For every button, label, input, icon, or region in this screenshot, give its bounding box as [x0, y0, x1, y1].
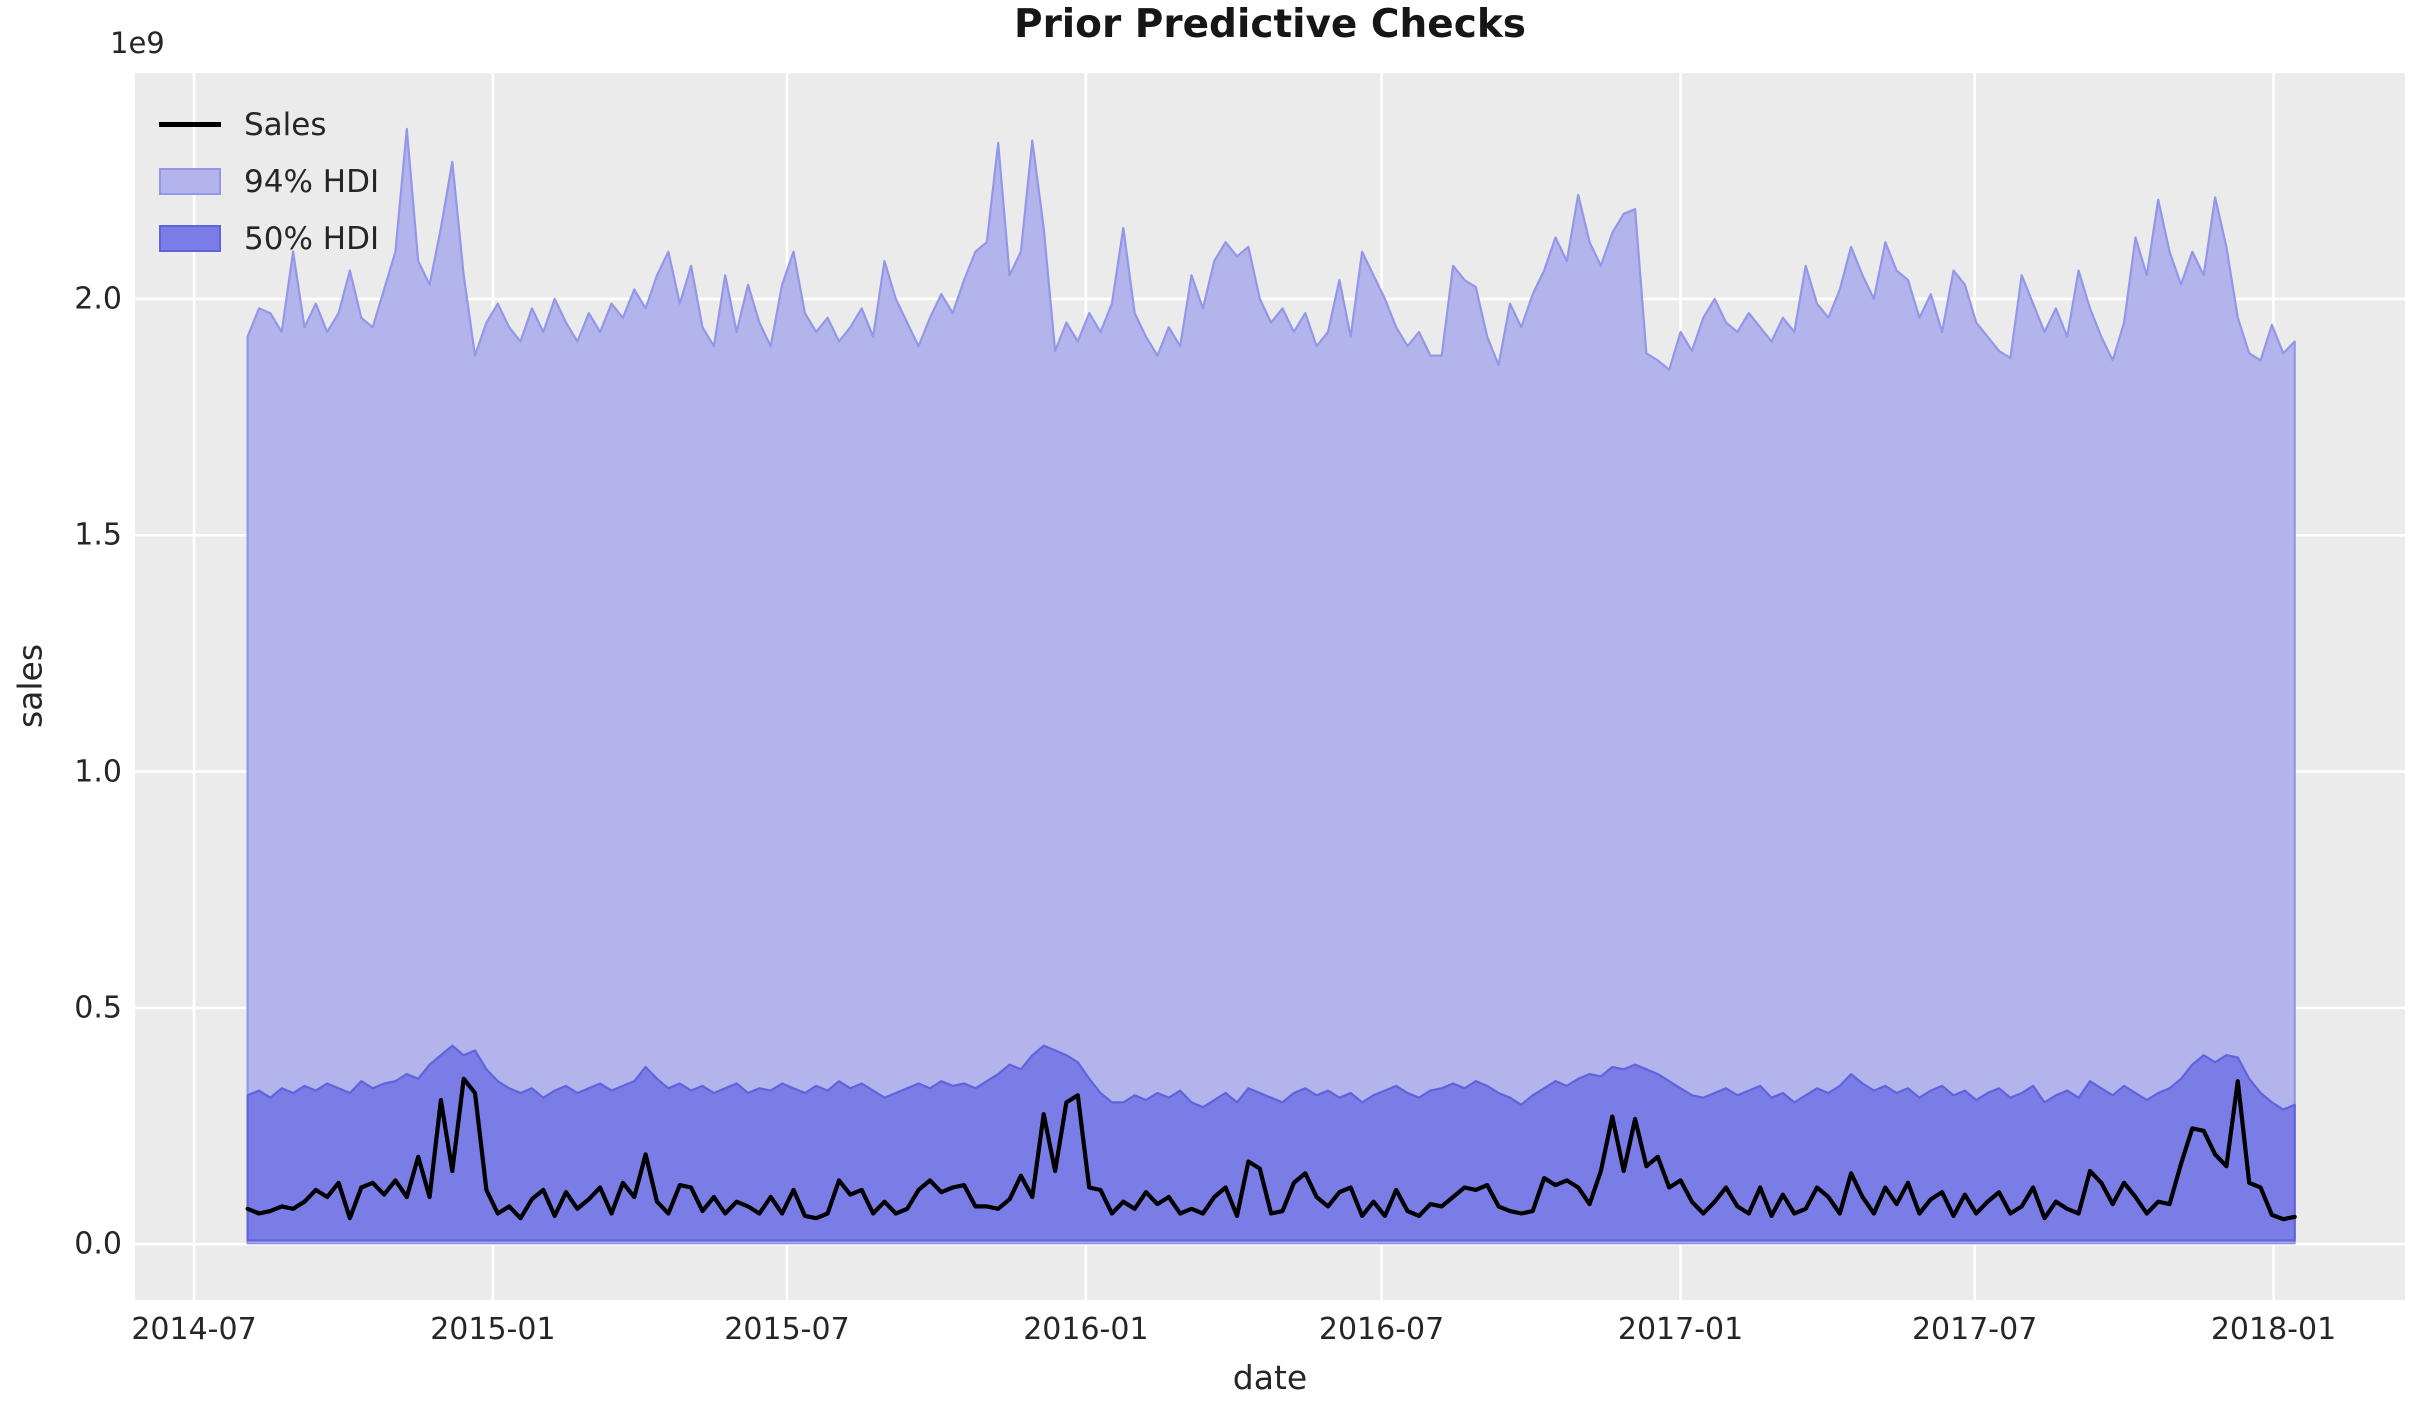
sales-line: [245, 1076, 2297, 1222]
legend-item-hdi94: 94% HDI: [158, 153, 379, 210]
legend-label-hdi50: 50% HDI: [244, 220, 380, 257]
x-tick-label: 2018-01: [2210, 1312, 2337, 1347]
y-tick-label: 0.5: [74, 990, 122, 1026]
y-tick-label: 2.0: [74, 281, 122, 317]
y-tick-label: 1.5: [74, 517, 122, 553]
x-axis-label: date: [1232, 1358, 1308, 1397]
legend-label-sales: Sales: [244, 106, 327, 143]
hdi50-band: [246, 1044, 2296, 1242]
hdi94-band: [246, 127, 2296, 1245]
x-tick-label: 2016-01: [1023, 1312, 1149, 1347]
y-tick-label: 1.0: [74, 754, 122, 790]
y-tick-label: 0.0: [74, 1226, 122, 1262]
legend: Sales 94% HDI 50% HDI: [158, 96, 379, 267]
y-axis-label: sales: [10, 643, 50, 729]
plot-area: [135, 73, 2405, 1300]
hdi50-patch-icon: [158, 225, 222, 252]
y-axis-offset-text: 1e9: [110, 26, 165, 60]
x-tick-label: 2015-07: [724, 1312, 850, 1347]
x-tick-label: 2014-07: [131, 1312, 257, 1347]
legend-item-sales: Sales: [158, 96, 379, 153]
hdi94-patch-icon: [158, 168, 222, 195]
x-tick-label: 2017-01: [1617, 1312, 1744, 1347]
legend-label-hdi94: 94% HDI: [244, 163, 380, 200]
x-tick-label: 2016-07: [1318, 1312, 1445, 1347]
plot-svg: [135, 73, 2405, 1300]
x-tick-label: 2015-01: [430, 1312, 556, 1347]
chart-title: Prior Predictive Checks: [1013, 2, 1527, 47]
x-tick-label: 2017-07: [1911, 1312, 2038, 1347]
legend-item-hdi50: 50% HDI: [158, 210, 379, 267]
sales-line-icon: [158, 122, 222, 127]
